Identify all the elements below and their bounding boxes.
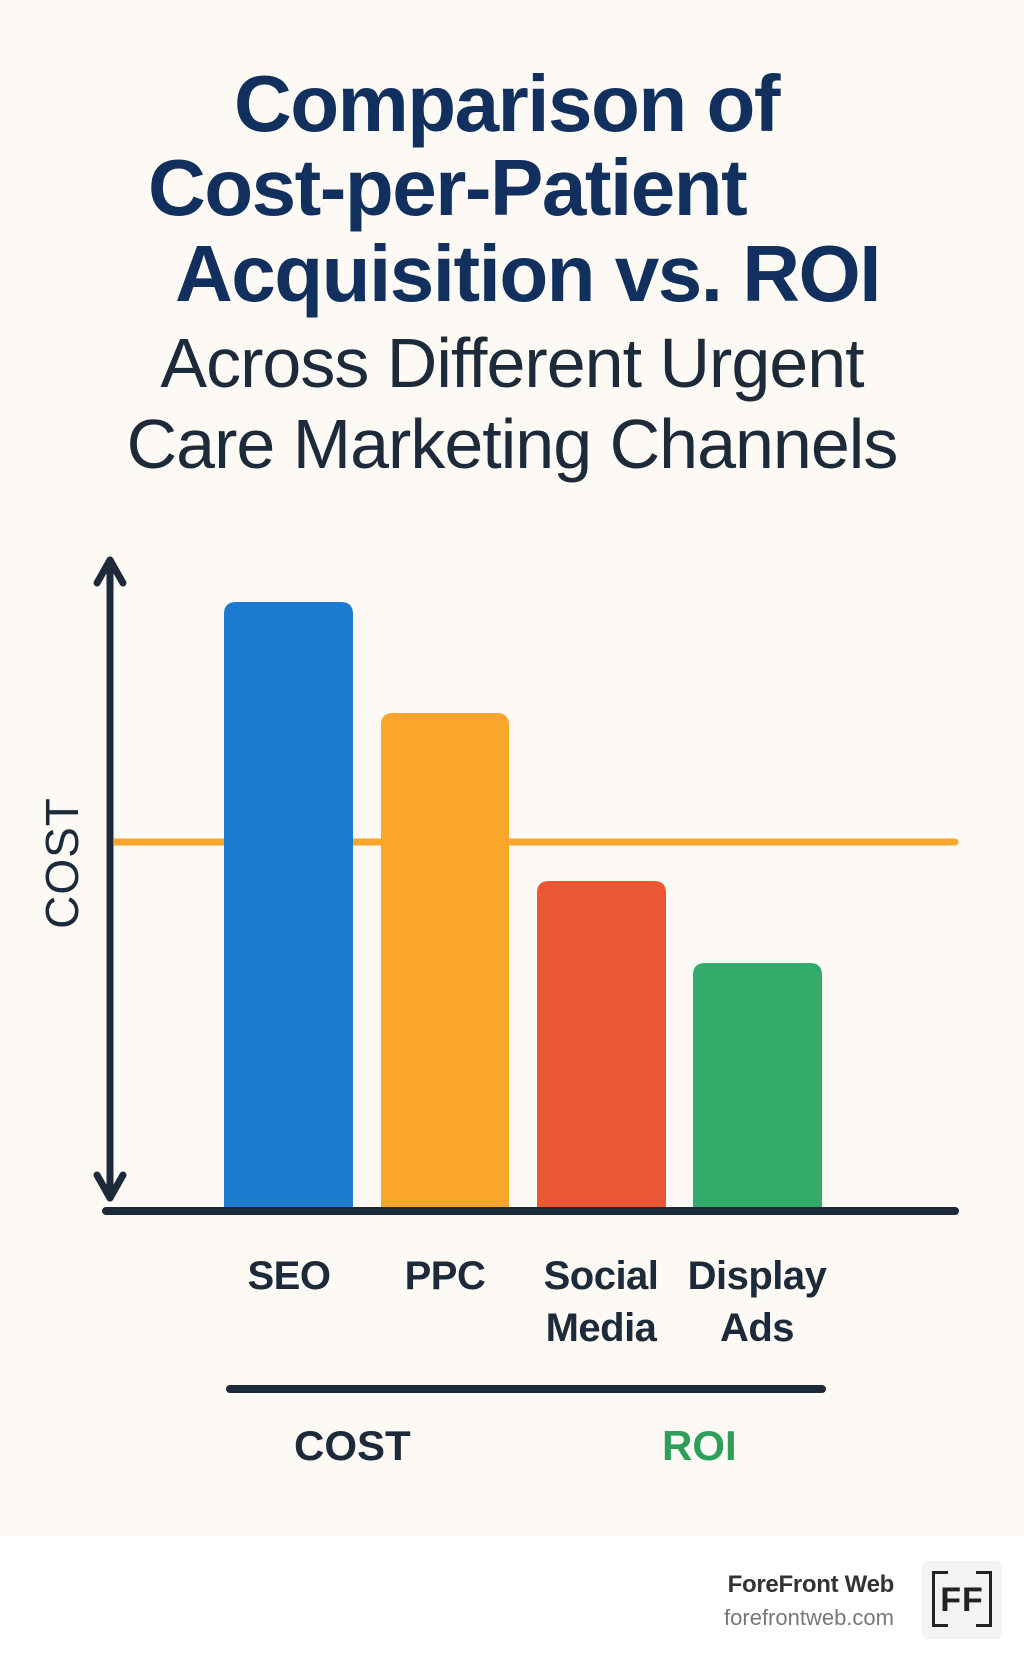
title-line-2: Cost-per-Patient	[148, 143, 748, 232]
title-line-1: Comparison of	[234, 59, 780, 148]
legend-cost-label: COST	[294, 1422, 411, 1469]
brand-name: ForeFront Web	[727, 1571, 895, 1598]
legend-divider	[226, 1385, 826, 1393]
chart-graphics	[93, 556, 959, 1215]
y-axis-double-arrow-icon	[93, 556, 127, 1202]
brand-logo-icon: FF	[922, 1561, 1002, 1639]
logo-bracket-left	[932, 1571, 948, 1627]
y-axis-label-text: COST	[36, 797, 88, 929]
category-label-seo: SEO	[247, 1254, 331, 1298]
bars	[224, 602, 822, 1208]
subtitle-line-2: Care Marketing Channels	[126, 405, 899, 483]
logo-text: FF	[940, 1581, 984, 1619]
category-label-display-ads: Display Ads	[687, 1254, 827, 1350]
title-line-3: Acquisition vs. ROI	[175, 229, 881, 318]
bar-display-ads	[693, 963, 822, 1208]
brand-url: forefrontweb.com	[724, 1605, 894, 1630]
bar-ppc	[381, 713, 509, 1208]
category-label-ppc: PPC	[404, 1254, 486, 1298]
logo-bracket-right	[976, 1571, 992, 1627]
bar-chart: COST SEO PPC Social Media Display Ads CO…	[36, 556, 959, 1469]
chart-canvas	[0, 0, 1024, 1536]
bar-seo	[224, 602, 353, 1208]
legend-roi-label: ROI	[662, 1422, 737, 1469]
bar-social-media	[537, 881, 666, 1208]
footer	[0, 1536, 1024, 1666]
subtitle-line-1: Across Different Urgent	[160, 324, 864, 402]
category-label-social-media: Social Media	[543, 1254, 659, 1350]
